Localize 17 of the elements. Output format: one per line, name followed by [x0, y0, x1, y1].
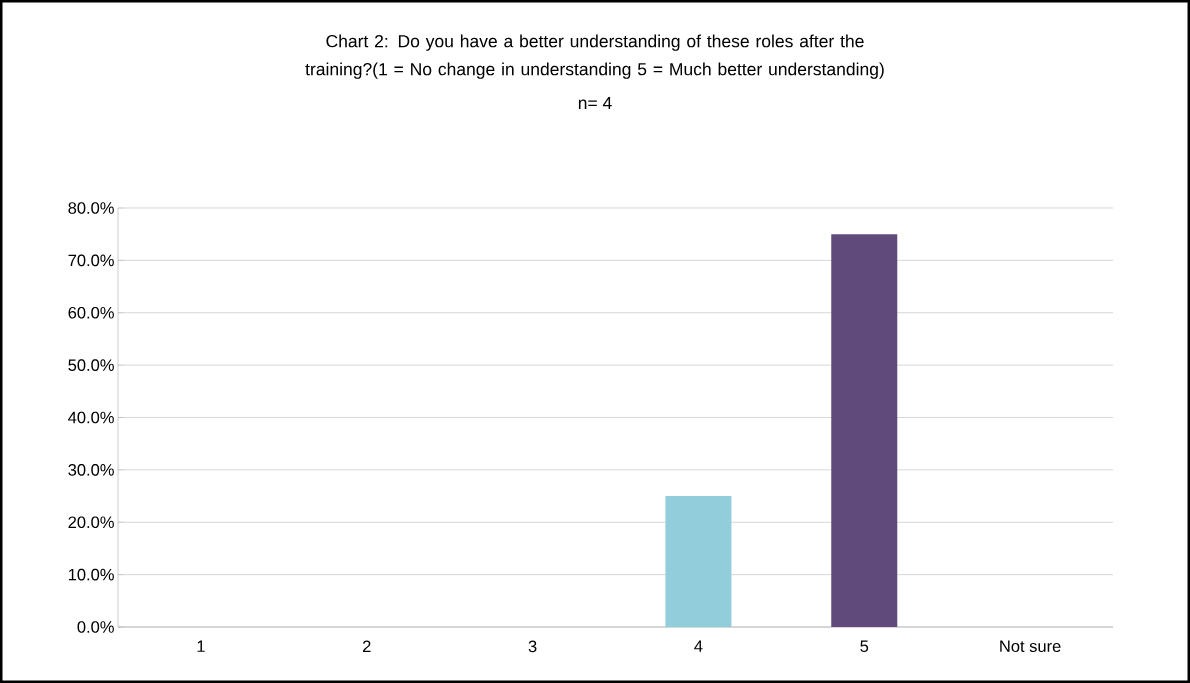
y-tick-label: 40.0% — [68, 411, 114, 424]
x-tick-label: Not sure — [1000, 640, 1061, 653]
y-tick-label: 60.0% — [68, 306, 114, 319]
y-tick-label: 80.0% — [68, 202, 114, 214]
y-tick-label: 50.0% — [68, 359, 114, 371]
x-tick-label: 5 — [860, 640, 869, 653]
x-tick-label: 1 — [197, 640, 205, 652]
chart-subtitle: n= 4 — [578, 96, 612, 110]
chart-title: Chart 2: Do you have a better understanding of these roles after the training?(1 = No change in understanding 5 = Much better understanding) — [305, 34, 884, 79]
y-tick-label: 0.0% — [77, 621, 114, 633]
y-tick-label: 10.0% — [68, 568, 114, 581]
y-tick-label: 70.0% — [68, 254, 114, 267]
x-tick-label: 2 — [362, 640, 371, 653]
x-tick-label: 3 — [528, 640, 537, 653]
y-tick-label: 20.0% — [68, 516, 114, 529]
y-tick-label: 30.0% — [68, 464, 114, 476]
x-tick-label: 4 — [694, 640, 703, 652]
